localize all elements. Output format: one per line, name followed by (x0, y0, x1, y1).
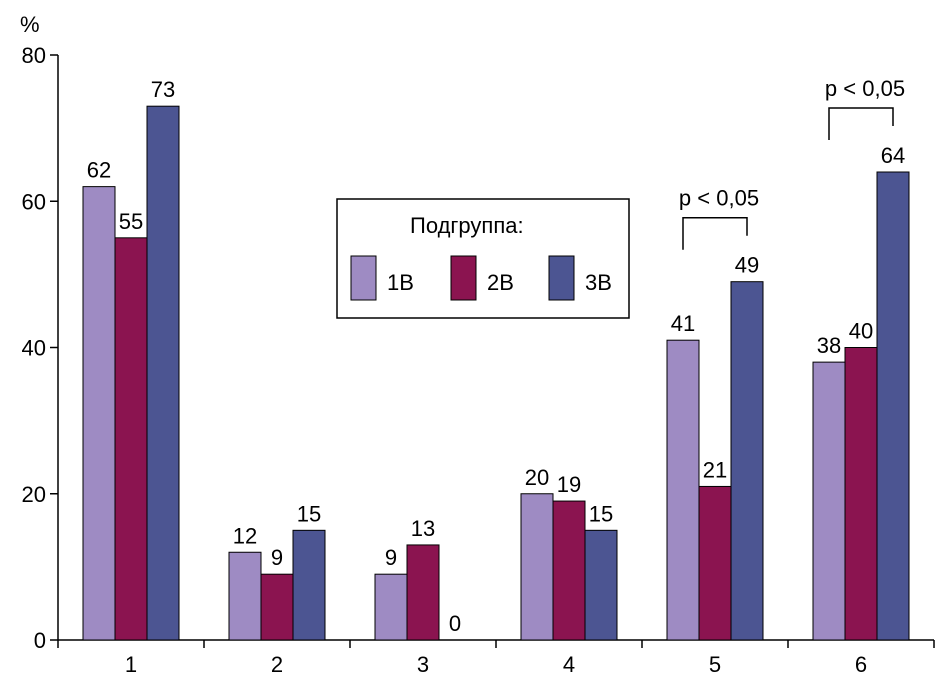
x-axis-ticks: 1 2 3 4 5 6 (57, 640, 935, 675)
data-label-1B-cat-1: 62 (87, 158, 111, 183)
bar-1B-cat-1 (82, 186, 116, 641)
significance-bracket (682, 216, 748, 250)
data-label-2B-cat-5: 21 (703, 457, 727, 482)
bar-2B-cat-1 (114, 237, 148, 641)
bar-1B-cat-3 (374, 573, 408, 641)
bar-3B-cat-2 (292, 529, 326, 641)
data-label-1B-cat-3: 9 (385, 545, 397, 570)
data-label-2B-cat-1: 55 (119, 209, 143, 234)
data-label-3B-cat-1: 73 (151, 77, 175, 102)
bar-3B-cat-5 (730, 281, 764, 641)
legend-box (336, 198, 630, 319)
significance-label: p < 0,05 (679, 186, 759, 211)
bar-2B-cat-6 (844, 347, 878, 641)
data-label-1B-cat-4: 20 (525, 465, 549, 490)
legend-label-1B: 1B (387, 270, 414, 295)
bar-3B-cat-4 (584, 529, 618, 641)
y-axis-unit-label: % (20, 12, 40, 37)
x-tick-label: 1 (125, 652, 137, 675)
legend-swatch-2B (450, 255, 477, 301)
y-tick-label: 60 (22, 189, 46, 214)
x-tick-label: 5 (709, 652, 721, 675)
data-label-3B-cat-4: 15 (589, 501, 613, 526)
y-tick-label: 20 (22, 482, 46, 507)
x-tick-label: 3 (417, 652, 429, 675)
data-label-1B-cat-5: 41 (671, 311, 695, 336)
data-label-1B-cat-2: 12 (233, 523, 257, 548)
y-axis-ticks: 0 20 40 60 80 (22, 43, 58, 653)
y-tick-label: 40 (22, 336, 46, 361)
bars-group (82, 105, 910, 641)
x-tick-label: 4 (563, 652, 575, 675)
data-label-2B-cat-6: 40 (849, 319, 873, 344)
annotations-group: p < 0,05 p < 0,05 (679, 76, 905, 250)
legend-label-2B: 2B (487, 270, 514, 295)
legend-title: Подгруппа: (410, 213, 524, 238)
bar-2B-cat-4 (552, 500, 586, 641)
data-label-2B-cat-3: 13 (411, 516, 435, 541)
data-label-3B-cat-2: 15 (297, 501, 321, 526)
bar-1B-cat-6 (812, 361, 846, 641)
legend-swatch-1B (350, 255, 377, 301)
data-label-2B-cat-2: 9 (271, 545, 283, 570)
bar-1B-cat-5 (666, 339, 700, 641)
bar-2B-cat-2 (260, 573, 294, 641)
bar-2B-cat-5 (698, 485, 732, 641)
significance-bracket (828, 107, 894, 140)
data-label-3B-cat-3: 0 (449, 611, 461, 636)
x-tick-label: 2 (271, 652, 283, 675)
bar-1B-cat-2 (228, 551, 262, 641)
bar-3B-cat-1 (146, 105, 180, 641)
bar-3B-cat-6 (876, 171, 910, 641)
data-label-1B-cat-6: 38 (817, 333, 841, 358)
y-tick-label: 0 (34, 628, 46, 653)
legend-label-3B: 3B (585, 270, 612, 295)
data-label-3B-cat-5: 49 (735, 253, 759, 278)
significance-label: p < 0,05 (825, 76, 905, 101)
bar-2B-cat-3 (406, 544, 440, 641)
y-tick-label: 80 (22, 43, 46, 68)
x-tick-label: 6 (855, 652, 867, 675)
legend-swatch-3B (548, 255, 575, 301)
data-label-2B-cat-4: 19 (557, 472, 581, 497)
bar-1B-cat-4 (520, 493, 554, 641)
data-labels-group: 62 55 73 12 9 15 9 13 0 20 19 15 41 21 49 38 40 64 (87, 77, 905, 636)
legend: Подгруппа: 1B 2B 3B (336, 198, 630, 319)
data-label-3B-cat-6: 64 (881, 143, 905, 168)
